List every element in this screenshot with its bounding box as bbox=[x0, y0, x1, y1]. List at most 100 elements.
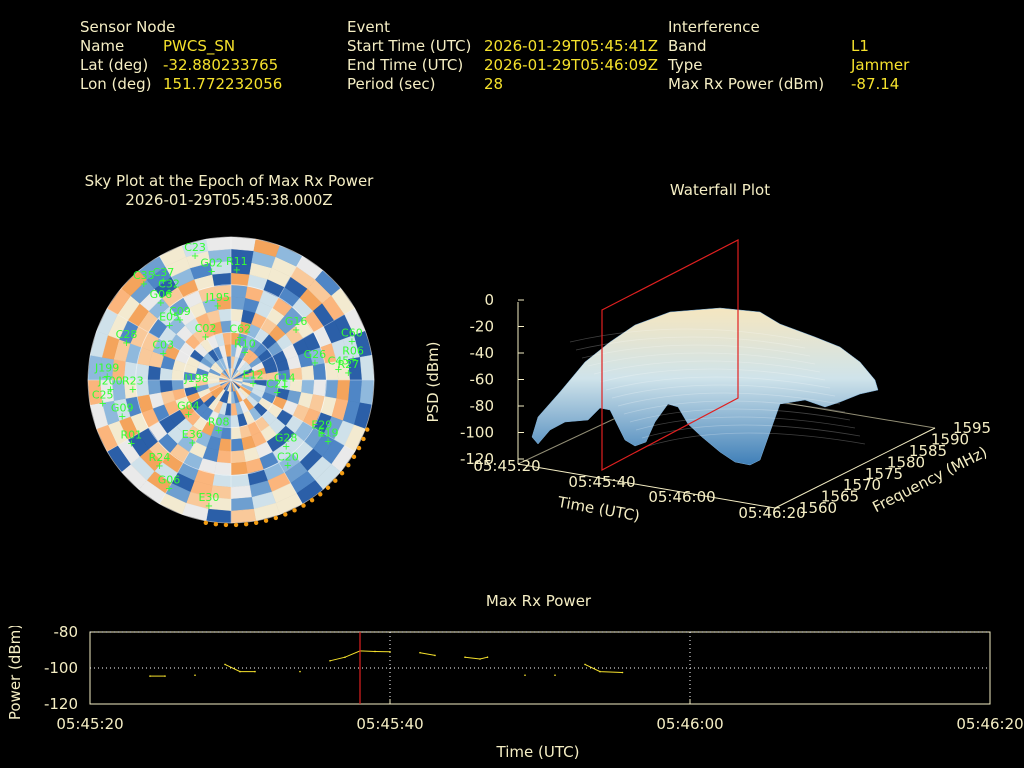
interference-label: Type bbox=[668, 56, 703, 74]
surface-ridge bbox=[617, 392, 841, 407]
surface-ridge bbox=[641, 424, 861, 439]
satellite-marker: + bbox=[191, 251, 199, 262]
power-line bbox=[464, 656, 488, 660]
sky-cell bbox=[359, 354, 375, 381]
rim-marker bbox=[361, 436, 366, 442]
power-point bbox=[524, 674, 526, 676]
surface-ridge bbox=[599, 368, 826, 383]
rim-marker bbox=[292, 508, 297, 513]
surface-ridge bbox=[569, 328, 801, 343]
power-point bbox=[329, 660, 331, 662]
sky-plot-epoch: 2026-01-29T05:45:38.000Z bbox=[125, 191, 333, 209]
sensor-value: -32.880233765 bbox=[163, 56, 279, 74]
satellite-marker: + bbox=[184, 409, 192, 420]
sky-heatmap bbox=[87, 236, 375, 524]
satellite-label: C21 bbox=[266, 378, 288, 391]
power-point bbox=[389, 651, 391, 653]
azimuth-spoke bbox=[230, 379, 303, 505]
satellite-label: J195 bbox=[205, 291, 230, 304]
sky-cell bbox=[230, 485, 252, 500]
y-axis-label: Power (dBm) bbox=[6, 626, 24, 720]
satellite-label: R10 bbox=[234, 337, 256, 350]
sky-cell bbox=[230, 296, 246, 310]
satellite-marker: + bbox=[165, 321, 173, 332]
rim-marker bbox=[301, 503, 306, 508]
satellite-label: E12 bbox=[243, 368, 264, 381]
power-point bbox=[344, 656, 346, 658]
power-point bbox=[464, 656, 466, 658]
satellite-label: E19 bbox=[318, 427, 339, 440]
x-tick-label: 05:45:40 bbox=[356, 715, 423, 733]
freq-tick-label: 1580 bbox=[887, 453, 925, 471]
azimuth-spoke bbox=[106, 379, 232, 452]
rim-marker bbox=[339, 471, 345, 476]
satellite-marker: + bbox=[318, 428, 326, 439]
sky-cell bbox=[230, 426, 242, 440]
waterfall-plot: 0 -20 -40 -60 -80 -100 -120 PSD (dBm) 05:45:20 05… bbox=[424, 239, 991, 525]
x-tick-label: 05:46:00 bbox=[656, 715, 723, 733]
power-point bbox=[554, 674, 556, 676]
rim-marker bbox=[346, 463, 351, 468]
azimuth-spoke bbox=[230, 379, 356, 452]
satellite-marker: + bbox=[249, 378, 257, 389]
rim-marker bbox=[223, 522, 229, 528]
power-point bbox=[194, 674, 196, 676]
rim-marker bbox=[325, 485, 331, 490]
satellite-marker: + bbox=[281, 382, 289, 393]
event-label: Start Time (UTC) bbox=[347, 37, 472, 55]
surface-ridge bbox=[605, 376, 831, 391]
satellite-label: R27 bbox=[337, 358, 359, 371]
y-tick-label: -100 bbox=[44, 659, 78, 677]
sky-cell bbox=[230, 497, 254, 512]
z-tick-label: 0 bbox=[484, 291, 494, 309]
rim-marker bbox=[263, 518, 269, 523]
sensor-heading: Sensor Node bbox=[80, 18, 176, 36]
freq-tick-label: 1585 bbox=[909, 442, 947, 460]
rim-marker bbox=[309, 498, 315, 503]
rim-marker bbox=[243, 522, 249, 527]
satellite-label: G04 bbox=[177, 399, 200, 412]
surface-ridge bbox=[623, 400, 846, 415]
freq-tick-label: 1560 bbox=[799, 499, 837, 517]
satellite-marker: + bbox=[284, 460, 292, 471]
satellite-label: R24 bbox=[149, 451, 171, 464]
power-point bbox=[254, 670, 256, 673]
sensor-label: Name bbox=[80, 37, 125, 55]
epoch-plane bbox=[601, 239, 739, 471]
satellite-marker: + bbox=[214, 301, 222, 312]
elevation-ring bbox=[135, 284, 327, 476]
satellite-marker: + bbox=[98, 399, 106, 410]
satellite-label: C23 bbox=[184, 241, 206, 254]
rim-marker bbox=[253, 520, 259, 525]
satellite-label: J200 bbox=[97, 374, 122, 387]
sky-cell bbox=[230, 284, 248, 299]
surface-ridge bbox=[629, 408, 851, 423]
sky-cell bbox=[324, 379, 339, 399]
satellite-label: J198 bbox=[183, 372, 208, 385]
freq-tick-label: 1575 bbox=[865, 465, 903, 483]
satellite-label: R23 bbox=[122, 375, 144, 388]
sky-cell bbox=[348, 379, 363, 403]
satellite-label: E29 bbox=[311, 418, 332, 431]
rim-marker bbox=[365, 427, 370, 432]
azimuth-spoke bbox=[230, 308, 356, 381]
sky-plot-title: Sky Plot at the Epoch of Max Rx Power bbox=[84, 172, 374, 190]
rim-marker bbox=[283, 512, 288, 517]
satellite-marker: + bbox=[292, 325, 300, 336]
elevation-ring bbox=[87, 236, 375, 524]
interference-value: Jammer bbox=[851, 56, 910, 74]
power-point bbox=[599, 670, 601, 673]
satellite-marker: + bbox=[157, 298, 165, 309]
max-rx-power-chart: -80 -100 -120 05:45:20 05:45:40 05:46:00 05:46… bbox=[6, 626, 1024, 761]
satellite-marker: + bbox=[273, 388, 281, 399]
rim-marker bbox=[318, 492, 323, 497]
interference-label: Band bbox=[668, 37, 707, 55]
satellite-marker: + bbox=[344, 368, 352, 379]
satellite-marker: + bbox=[127, 438, 135, 449]
max-rx-title: Max Rx Power bbox=[485, 592, 592, 610]
satellite-label: C20 bbox=[277, 450, 299, 463]
satellite-label: G26 bbox=[304, 348, 327, 361]
freq-tick-label: 1590 bbox=[931, 431, 969, 449]
power-point bbox=[164, 675, 166, 677]
sky-cell bbox=[336, 379, 351, 401]
